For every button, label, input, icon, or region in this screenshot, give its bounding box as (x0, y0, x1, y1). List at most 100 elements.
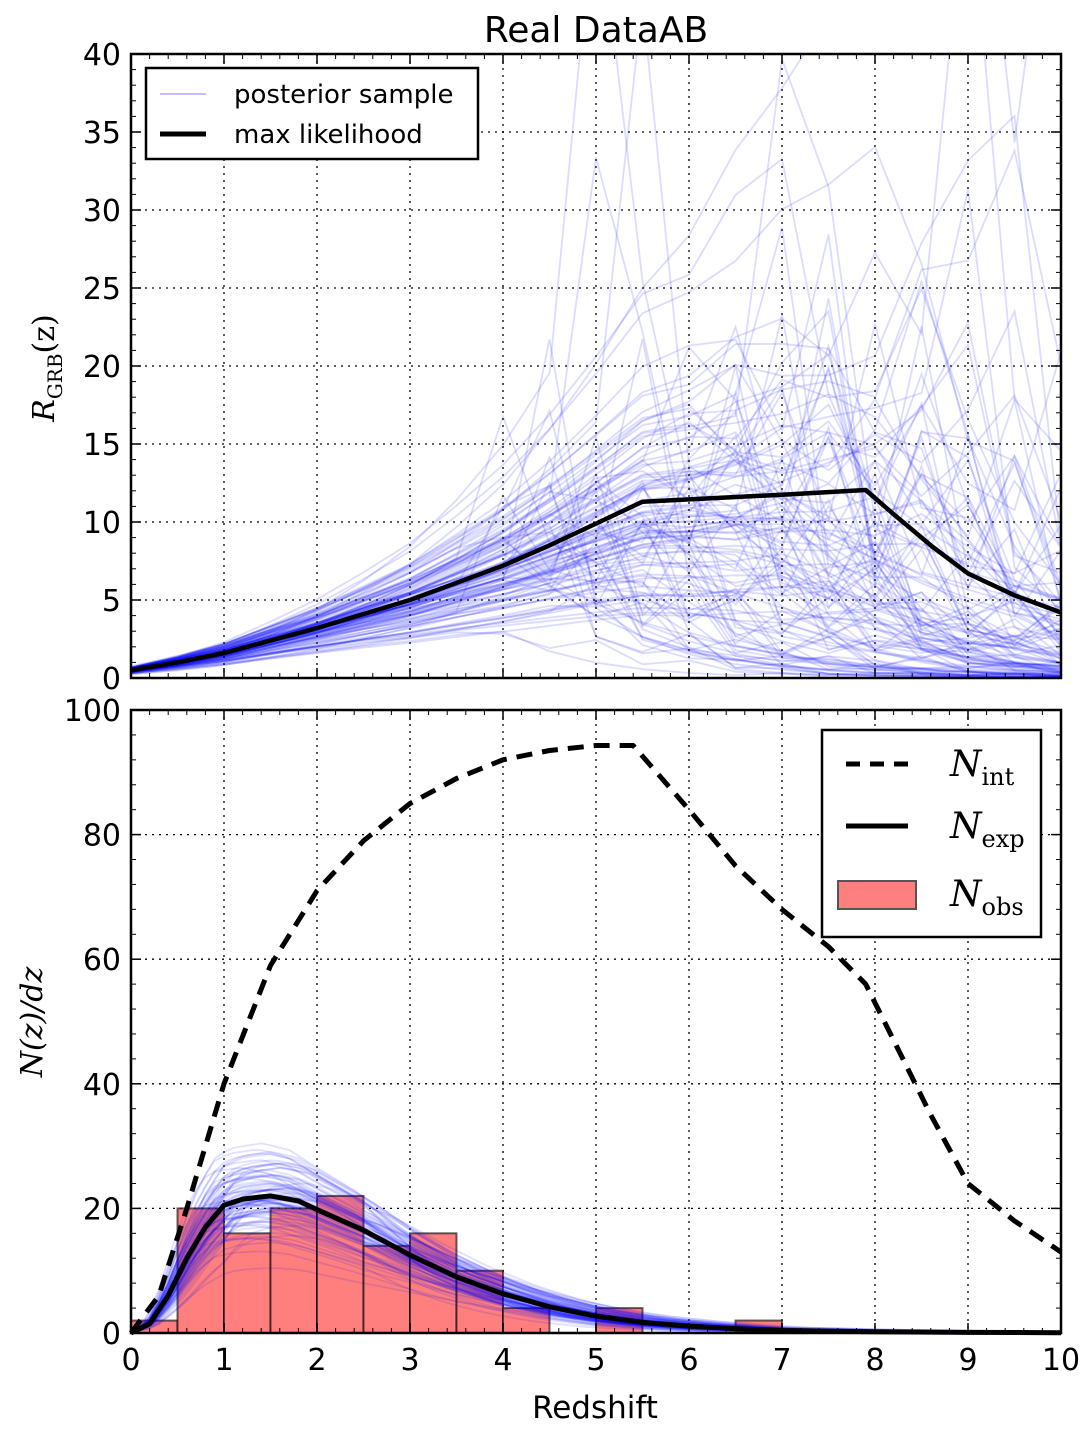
bottom-x-tick-label: 1 (214, 1343, 233, 1378)
posterior-sample-line (131, 351, 1061, 673)
bottom-x-tick-label: 0 (121, 1343, 140, 1378)
posterior-sample-line (131, 605, 1061, 673)
posterior-sample-line (131, 486, 1061, 671)
bottom-x-tick-label: 2 (307, 1343, 326, 1378)
posterior-sample-line (131, 540, 1061, 677)
legend-exp-main: N (949, 806, 983, 847)
figure-title: Real DataAB (484, 10, 708, 51)
posterior-sample-line (131, 408, 1061, 678)
bottom-series-group (128, 743, 1063, 1336)
top-y-tick-label: 5 (102, 584, 121, 619)
bottom-x-tick-label: 7 (772, 1343, 791, 1378)
posterior-sample-line (131, 504, 1061, 671)
posterior-sample-line (131, 527, 1061, 673)
posterior-sample-line (131, 561, 1061, 671)
top-y-tick-label: 0 (102, 662, 121, 697)
bottom-legend-exp-label: Nexp (949, 806, 1025, 853)
legend-int-main: N (949, 744, 983, 785)
posterior-sample-line (131, 576, 1061, 675)
posterior-sample-line (131, 463, 1061, 670)
posterior-sample-line (131, 455, 1061, 670)
posterior-sample-line (131, 407, 1061, 669)
posterior-sample-line (131, 535, 1061, 678)
posterior-sample-line (131, 433, 1061, 670)
posterior-sample-line (131, 587, 1061, 673)
top-y-tick-label: 15 (83, 428, 121, 463)
posterior-sample-line (131, 433, 1061, 674)
top-legend-sample-label: posterior sample (234, 80, 453, 110)
top-y-tick-label: 10 (83, 506, 121, 541)
bottom-legend-obs-label: Nobs (949, 874, 1024, 921)
posterior-sample-line (131, 58, 1061, 670)
posterior-sample-line (131, 482, 1061, 674)
top-y-axis-label: RGRB(z) (27, 314, 67, 423)
top-y-label-main: R (27, 399, 62, 423)
posterior-sample-line (131, 483, 1061, 670)
n-exp-line (129, 1193, 1062, 1336)
top-legend-ml-label: max likelihood (234, 120, 423, 150)
bottom-x-tick-label: 3 (400, 1343, 419, 1378)
bottom-x-tick-label: 6 (679, 1343, 698, 1378)
posterior-sample-line (131, 342, 1061, 669)
posterior-sample-line (131, 471, 1061, 673)
top-axes: 0 5 10 15 20 25 30 35 40 (83, 38, 1063, 697)
posterior-sample-line (131, 472, 1061, 672)
posterior-sample-line (131, 539, 1061, 678)
posterior-sample-line (131, 470, 1061, 676)
posterior-sample-line (131, 431, 1061, 669)
posterior-sample-line (131, 589, 1061, 674)
posterior-sample-line (131, 54, 1061, 672)
top-y-tick-label: 25 (83, 272, 121, 307)
bottom-y-tick-label: 0 (102, 1317, 121, 1352)
posterior-sample-line (131, 157, 1061, 672)
bottom-y-tick-label: 40 (83, 1068, 121, 1103)
posterior-sample-line (131, 488, 1061, 678)
posterior-sample-line (131, 471, 1061, 673)
bottom-legend-int-label: Nint (949, 744, 1015, 791)
top-y-label-sub: GRB (43, 353, 67, 399)
posterior-sample-line (131, 365, 1061, 671)
bottom-legend-obs-swatch (837, 880, 917, 910)
posterior-sample-line (131, 484, 1061, 670)
posterior-sample-line (131, 548, 1061, 676)
posterior-sample-line (131, 523, 1061, 674)
posterior-sample-line (131, 424, 1061, 672)
posterior-sample-line (131, 54, 1061, 670)
posterior-sample-line (131, 486, 1061, 673)
posterior-sample-line (131, 363, 1061, 670)
bottom-legend: Nint Nexp Nobs (820, 728, 1043, 939)
posterior-sample-line (131, 227, 1061, 670)
posterior-sample-line (131, 338, 1061, 673)
posterior-sample-line (131, 54, 1061, 672)
legend-obs-sub: obs (982, 893, 1024, 921)
posterior-sample-line (131, 393, 1061, 670)
bottom-x-tick-label: 9 (958, 1343, 977, 1378)
histogram-bar (362, 1244, 411, 1335)
bottom-y-tick-label: 60 (83, 943, 121, 978)
top-grid (131, 54, 1061, 678)
bottom-axes: 0 20 40 60 80 100 0 1 2 3 4 5 6 7 8 9 10 (64, 694, 1080, 1378)
bottom-y-tick-label: 100 (64, 694, 121, 729)
bottom-x-tick-label: 8 (865, 1343, 884, 1378)
top-y-label-tail: (z) (27, 314, 62, 353)
n-int-line (128, 743, 1063, 1335)
top-legend-box (144, 66, 480, 161)
posterior-sample-line (131, 598, 1061, 678)
bottom-y-tick-label: 80 (83, 819, 121, 854)
top-panel: 0 5 10 15 20 25 30 35 40 RGRB(z) posterior sampl… (27, 38, 1063, 697)
posterior-sample-line (131, 479, 1061, 677)
bottom-panel: 0 20 40 60 80 100 0 1 2 3 4 5 6 7 8 9 10 N(z)/dz Redshif… (15, 694, 1080, 1426)
posterior-sample-line (131, 631, 1061, 678)
posterior-sample-line (131, 145, 1061, 670)
legend-obs-main: N (949, 874, 983, 915)
top-y-tick-label: 35 (83, 116, 121, 151)
posterior-sample-line (131, 582, 1061, 678)
histogram-bar (409, 1232, 458, 1334)
posterior-sample-line (131, 189, 1061, 671)
posterior-sample-line (131, 550, 1061, 671)
legend-int-sub: int (982, 763, 1015, 791)
posterior-sample-line (131, 585, 1061, 671)
bottom-x-tick-label: 4 (493, 1343, 512, 1378)
posterior-sample-line (131, 308, 1061, 669)
